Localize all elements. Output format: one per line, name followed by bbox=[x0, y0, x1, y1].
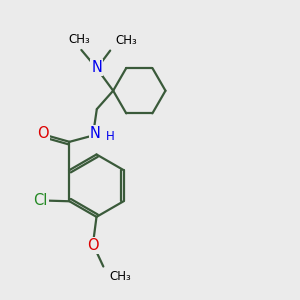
Text: CH₃: CH₃ bbox=[116, 34, 137, 47]
Text: H: H bbox=[106, 130, 115, 143]
Text: N: N bbox=[90, 126, 101, 141]
Text: Cl: Cl bbox=[33, 193, 47, 208]
Text: CH₃: CH₃ bbox=[68, 32, 90, 46]
Text: CH₃: CH₃ bbox=[110, 270, 132, 283]
Text: O: O bbox=[87, 238, 99, 253]
Text: N: N bbox=[92, 60, 102, 75]
Text: O: O bbox=[37, 126, 49, 141]
